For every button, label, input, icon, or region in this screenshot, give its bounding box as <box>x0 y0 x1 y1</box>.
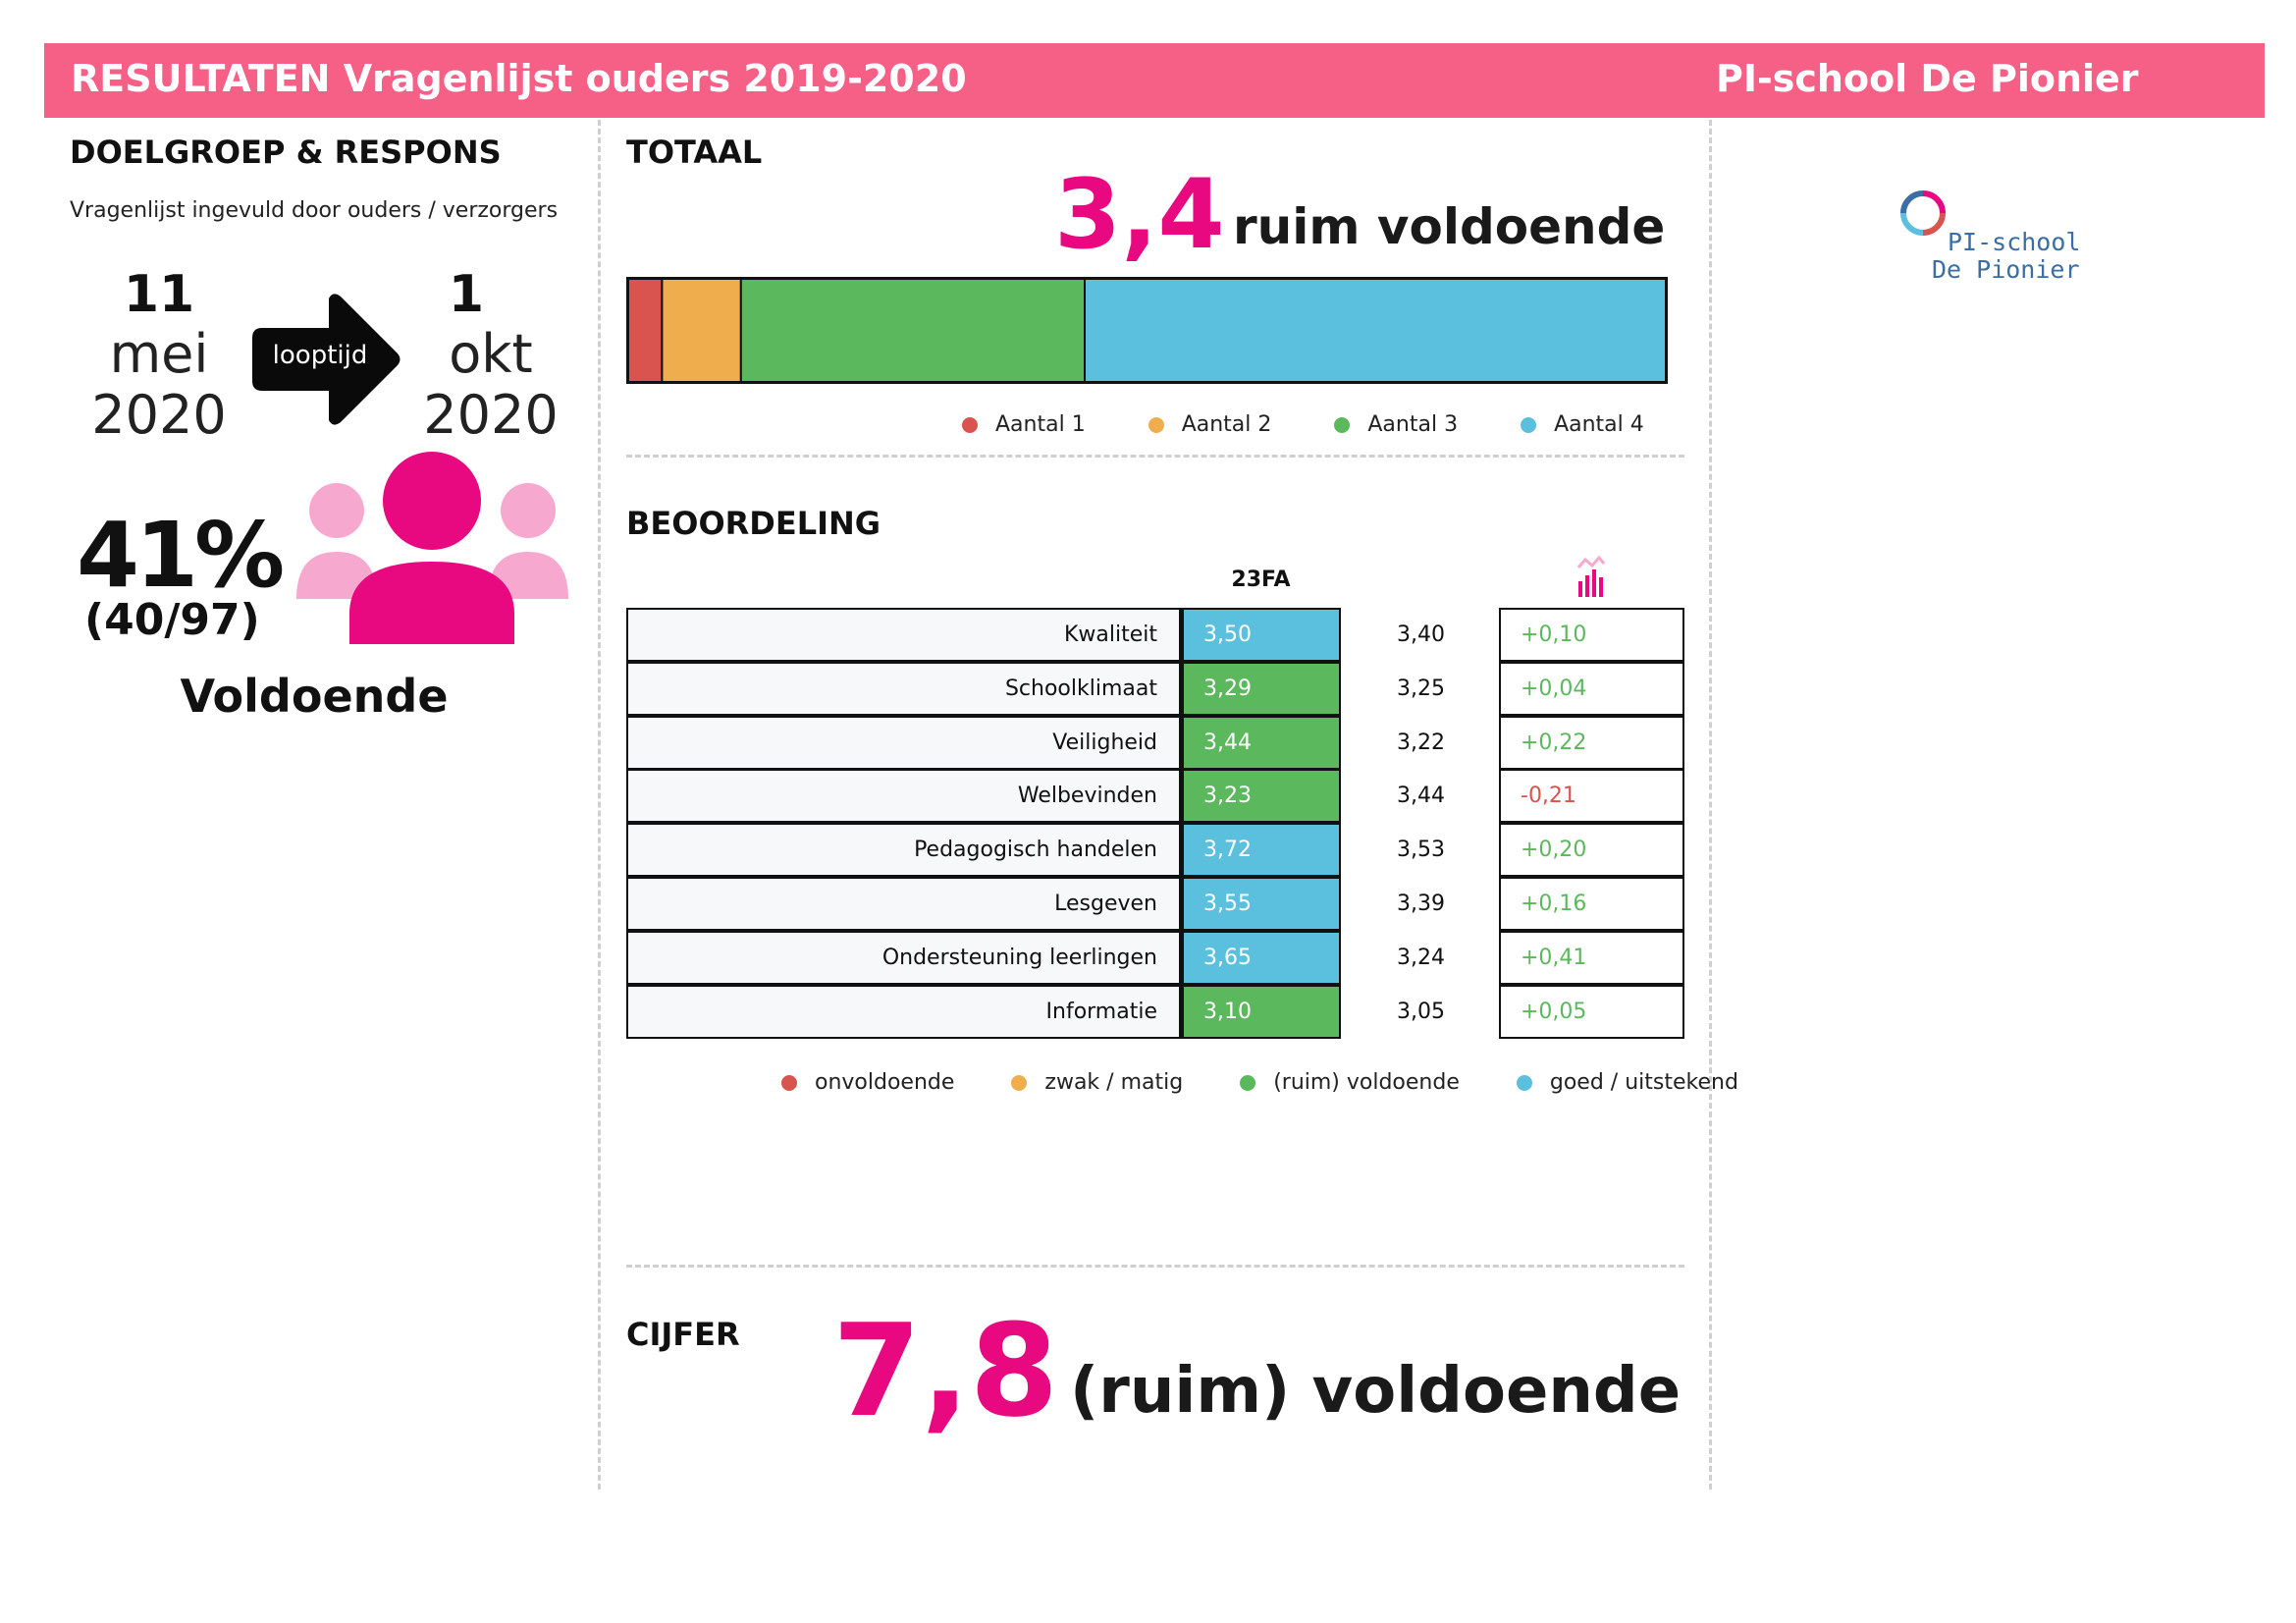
column-divider-right <box>1709 120 1712 1489</box>
legend-item-aantal-4: Aantal 4 <box>1521 412 1644 437</box>
stack-segment-2 <box>661 277 742 384</box>
row-reference: 3,44 <box>1397 784 1445 808</box>
end-month: okt <box>449 323 533 385</box>
column-divider-left <box>598 120 601 1489</box>
totaal-stacked-bar <box>626 277 1668 384</box>
row-label: Veiligheid <box>626 716 1181 770</box>
start-date: 11 mei 2020 <box>61 265 257 446</box>
row-reference: 3,22 <box>1397 730 1445 755</box>
legend-label: zwak / matig <box>1044 1070 1184 1095</box>
school-name: PI-school De Pionier <box>1716 57 2139 100</box>
row-score: 3,65 <box>1181 931 1341 985</box>
legend-dot <box>1240 1074 1256 1091</box>
start-month: mei <box>109 323 209 385</box>
row-label: Schoolklimaat <box>626 662 1181 716</box>
users-group-icon <box>296 452 568 644</box>
row-score: 3,23 <box>1181 769 1341 823</box>
cijfer-label: (ruim) voldoende <box>1070 1355 1682 1428</box>
start-day: 11 <box>123 265 195 324</box>
doelgroep-subtitle: Vragenlijst ingevuld door ouders / verzo… <box>70 198 559 223</box>
row-score: 3,29 <box>1181 662 1341 716</box>
column-header-23fa: 23FA <box>1231 568 1291 592</box>
legend-item-aantal-1: Aantal 1 <box>962 412 1086 437</box>
legend-dot <box>1148 416 1164 433</box>
legend-item-aantal-2: Aantal 2 <box>1148 412 1272 437</box>
row-difference: +0,22 <box>1499 716 1684 770</box>
row-difference: +0,20 <box>1499 823 1684 877</box>
row-difference: +0,04 <box>1499 662 1684 716</box>
row-difference: +0,10 <box>1499 608 1684 662</box>
logo-line-1: PI-school <box>1948 228 2081 256</box>
legend-item-aantal-3: Aantal 3 <box>1334 412 1458 437</box>
legend-label: (ruim) voldoende <box>1273 1070 1460 1095</box>
row-label: Lesgeven <box>626 877 1181 931</box>
totaal-legend: Aantal 1 Aantal 2 Aantal 3 Aantal 4 <box>962 412 1644 437</box>
row-reference: 3,40 <box>1397 622 1445 647</box>
legend-dot <box>962 416 978 433</box>
totaal-label: ruim voldoende <box>1233 198 1666 255</box>
row-difference: +0,41 <box>1499 931 1684 985</box>
row-reference: 3,25 <box>1397 676 1445 701</box>
legend-label: Aantal 3 <box>1367 412 1459 437</box>
stack-segment-3 <box>739 277 1087 384</box>
legend-dot <box>1334 416 1351 433</box>
row-label: Pedagogisch handelen <box>626 823 1181 877</box>
end-day: 1 <box>448 265 485 324</box>
totaal-heading: TOTAAL <box>626 134 763 171</box>
legend-dot <box>1521 416 1537 433</box>
row-label: Informatie <box>626 985 1181 1039</box>
response-percentage: 41% <box>77 503 285 608</box>
trend-chart-icon <box>1576 555 1606 597</box>
row-label: Kwaliteit <box>626 608 1181 662</box>
school-logo-icon <box>1900 190 1946 236</box>
legend-item-ruim-voldoende: (ruim) voldoende <box>1240 1070 1460 1095</box>
legend-dot <box>1011 1074 1028 1091</box>
logo-line-2: De Pionier <box>1932 255 2080 284</box>
row-reference: 3,05 <box>1397 1000 1445 1024</box>
section-divider-cijfer <box>626 1265 1684 1268</box>
legend-item-onvoldoende: onvoldoende <box>781 1070 954 1095</box>
row-score: 3,50 <box>1181 608 1341 662</box>
row-score: 3,55 <box>1181 877 1341 931</box>
row-reference: 3,39 <box>1397 892 1445 916</box>
end-date: 1 okt 2020 <box>393 265 589 446</box>
arrow-label: looptijd <box>272 341 368 370</box>
legend-label: onvoldoende <box>815 1070 955 1095</box>
header-bar <box>44 43 2265 118</box>
row-difference: +0,16 <box>1499 877 1684 931</box>
section-divider-totaal <box>626 455 1684 458</box>
response-count: (40/97) <box>84 595 260 645</box>
legend-label: Aantal 4 <box>1554 412 1644 437</box>
row-difference: -0,21 <box>1499 769 1684 823</box>
legend-item-goed-uitstekend: goed / uitstekend <box>1516 1070 1738 1095</box>
row-label: Ondersteuning leerlingen <box>626 931 1181 985</box>
doelgroep-heading: DOELGROEP & RESPONS <box>70 134 502 171</box>
cijfer-score: 7,8 <box>832 1296 1059 1445</box>
legend-label: goed / uitstekend <box>1549 1070 1738 1095</box>
arrow-right-icon <box>252 294 400 425</box>
row-difference: +0,05 <box>1499 985 1684 1039</box>
cijfer-heading: CIJFER <box>626 1316 740 1353</box>
row-score: 3,72 <box>1181 823 1341 877</box>
beoordeling-legend: onvoldoende zwak / matig (ruim) voldoend… <box>781 1070 1738 1095</box>
row-score: 3,44 <box>1181 716 1341 770</box>
row-label: Welbevinden <box>626 769 1181 823</box>
row-reference: 3,53 <box>1397 838 1445 862</box>
row-reference: 3,24 <box>1397 946 1445 970</box>
legend-label: Aantal 2 <box>1181 412 1272 437</box>
stack-segment-1 <box>626 277 664 384</box>
beoordeling-heading: BEOORDELING <box>626 505 881 542</box>
end-year: 2020 <box>423 384 559 446</box>
legend-dot <box>781 1074 797 1091</box>
totaal-score: 3,4 <box>1054 159 1225 271</box>
start-year: 2020 <box>91 384 227 446</box>
stack-segment-4 <box>1084 277 1668 384</box>
page-title: RESULTATEN Vragenlijst ouders 2019-2020 <box>71 57 967 100</box>
row-score: 3,10 <box>1181 985 1341 1039</box>
legend-item-zwak-matig: zwak / matig <box>1011 1070 1183 1095</box>
legend-dot <box>1516 1074 1532 1091</box>
response-rating: Voldoende <box>180 670 449 723</box>
legend-label: Aantal 1 <box>995 412 1086 437</box>
